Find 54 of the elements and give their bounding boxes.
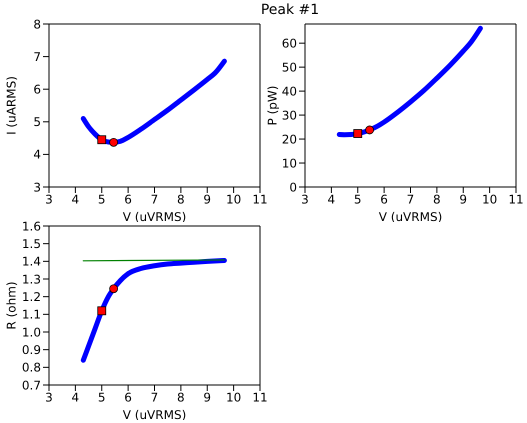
y-tick-label: 30 [282, 108, 297, 122]
y-axis-title: P (pW) [265, 86, 280, 126]
x-tick-label: 5 [98, 390, 106, 405]
y-tick-label: 0 [289, 180, 297, 194]
x-tick-label: 8 [433, 192, 441, 207]
y-tick-label: 1.4 [22, 254, 41, 269]
y-tick-label: 3 [33, 180, 41, 194]
x-tick-label: 9 [203, 192, 212, 207]
y-tick-label: 20 [282, 132, 297, 146]
text: Peak #1 [260, 2, 320, 18]
x-tick-label: 10 [226, 390, 242, 405]
x-tick-label: 6 [380, 192, 388, 207]
x-tick-label: 3 [45, 390, 53, 405]
x-tick-label: 5 [354, 192, 362, 207]
y-tick-label: 10 [282, 156, 297, 170]
x-tick-label: 3 [301, 192, 309, 207]
x-tick-label: 11 [252, 192, 268, 207]
x-tick-label: 7 [150, 192, 158, 207]
x-tick-label: 9 [203, 390, 212, 405]
y-tick-label: 1.6 [22, 219, 41, 234]
y-tick-label: 6 [33, 82, 41, 96]
y-tick-label: 0.7 [22, 378, 41, 392]
x-tick-label: 7 [406, 192, 414, 207]
y-axis-title: I (uARMS) [4, 76, 18, 135]
x-tick-label: 7 [150, 390, 158, 405]
x-tick-label: 3 [45, 192, 53, 207]
y-axis-title: R (ohm) [4, 281, 18, 330]
x-tick-label: 10 [482, 192, 498, 207]
x-tick-label: 8 [177, 192, 185, 207]
y-tick-label: 1.3 [22, 272, 41, 286]
x-tick-label: 6 [124, 192, 132, 207]
x-tick-label: 11 [508, 192, 524, 207]
y-tick-label: 1.2 [22, 290, 41, 304]
x-tick-label: 10 [226, 192, 242, 207]
y-tick-label: 1.1 [22, 308, 41, 322]
x-tick-label: 11 [252, 390, 268, 405]
x-tick-label: 4 [72, 390, 80, 405]
y-tick-label: 50 [282, 60, 297, 74]
x-tick-label: 8 [177, 390, 185, 405]
y-tick-label: 0.8 [22, 360, 41, 375]
x-tick-label: 4 [72, 192, 80, 207]
x-tick-label: 4 [328, 192, 336, 207]
y-tick-label: 1.5 [22, 236, 41, 251]
y-tick-label: 5 [33, 115, 41, 130]
y-tick-label: 60 [282, 36, 297, 50]
y-tick-label: 7 [33, 50, 41, 64]
x-tick-label: 9 [459, 192, 468, 207]
y-tick-label: 4 [33, 148, 41, 162]
y-tick-label: 8 [33, 17, 41, 32]
x-tick-label: 6 [124, 390, 132, 405]
y-tick-label: 0.9 [22, 342, 41, 357]
x-tick-label: 5 [98, 192, 106, 207]
y-tick-label: 40 [282, 84, 297, 98]
y-tick-label: 1.0 [22, 325, 41, 340]
